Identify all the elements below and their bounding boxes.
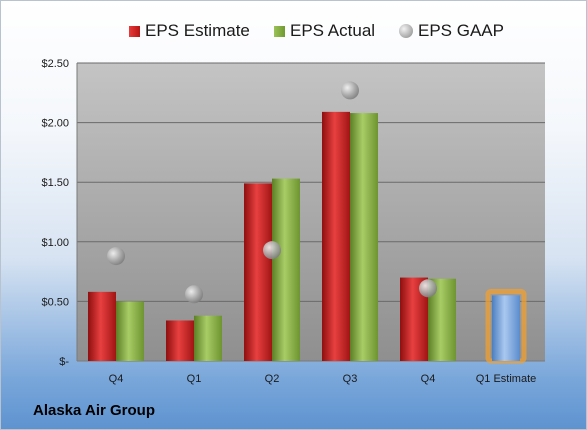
legend-label-eps-estimate: EPS Estimate [145, 21, 250, 40]
bar-eps-actual [194, 315, 222, 361]
x-tick-label: Q3 [343, 373, 358, 385]
marker-eps-gaap [419, 279, 437, 298]
y-tick-label: $- [59, 356, 69, 368]
y-tick-label: $0.50 [41, 296, 69, 308]
x-tick-label: Q1 [187, 373, 202, 385]
marker-eps-gaap [107, 247, 125, 266]
y-tick-label: $1.00 [41, 237, 69, 249]
bar-eps-actual [350, 113, 378, 362]
legend-label-eps-gaap: EPS GAAP [418, 21, 504, 40]
legend-swatch-eps-gaap [399, 24, 413, 38]
bar-eps-estimate [88, 291, 116, 361]
y-tick-label: $1.50 [41, 177, 69, 189]
x-tick-label: Q2 [265, 373, 280, 385]
legend-swatch-eps-actual [274, 25, 285, 37]
y-tick-label: $2.00 [41, 118, 69, 130]
marker-eps-gaap [263, 241, 281, 260]
x-tick-label: Q4 [421, 373, 436, 385]
bar-eps-estimate [166, 320, 194, 361]
legend-item-eps-gaap: EPS GAAP [399, 17, 504, 45]
bar-eps-estimate [322, 111, 350, 361]
legend-item-eps-estimate: EPS Estimate [129, 17, 250, 45]
legend-swatch-eps-estimate [129, 25, 140, 37]
marker-eps-gaap [185, 285, 203, 304]
legend-label-eps-actual: EPS Actual [290, 21, 376, 40]
legend-item-eps-actual: EPS Actual [274, 17, 375, 45]
chart-legend: EPS Estimate EPS Actual EPS GAAP [1, 17, 586, 45]
x-tick-label: Q1 Estimate [476, 373, 537, 385]
marker-eps-gaap [341, 81, 359, 100]
bar-eps-actual [116, 301, 144, 361]
bar-eps-actual [272, 178, 300, 361]
bar-eps-estimate [244, 183, 272, 361]
x-tick-label: Q4 [109, 373, 124, 385]
y-tick-label: $2.50 [41, 58, 69, 70]
bar-eps-forecast [492, 295, 520, 361]
company-name: Alaska Air Group [33, 402, 155, 419]
plot-area [77, 63, 545, 361]
